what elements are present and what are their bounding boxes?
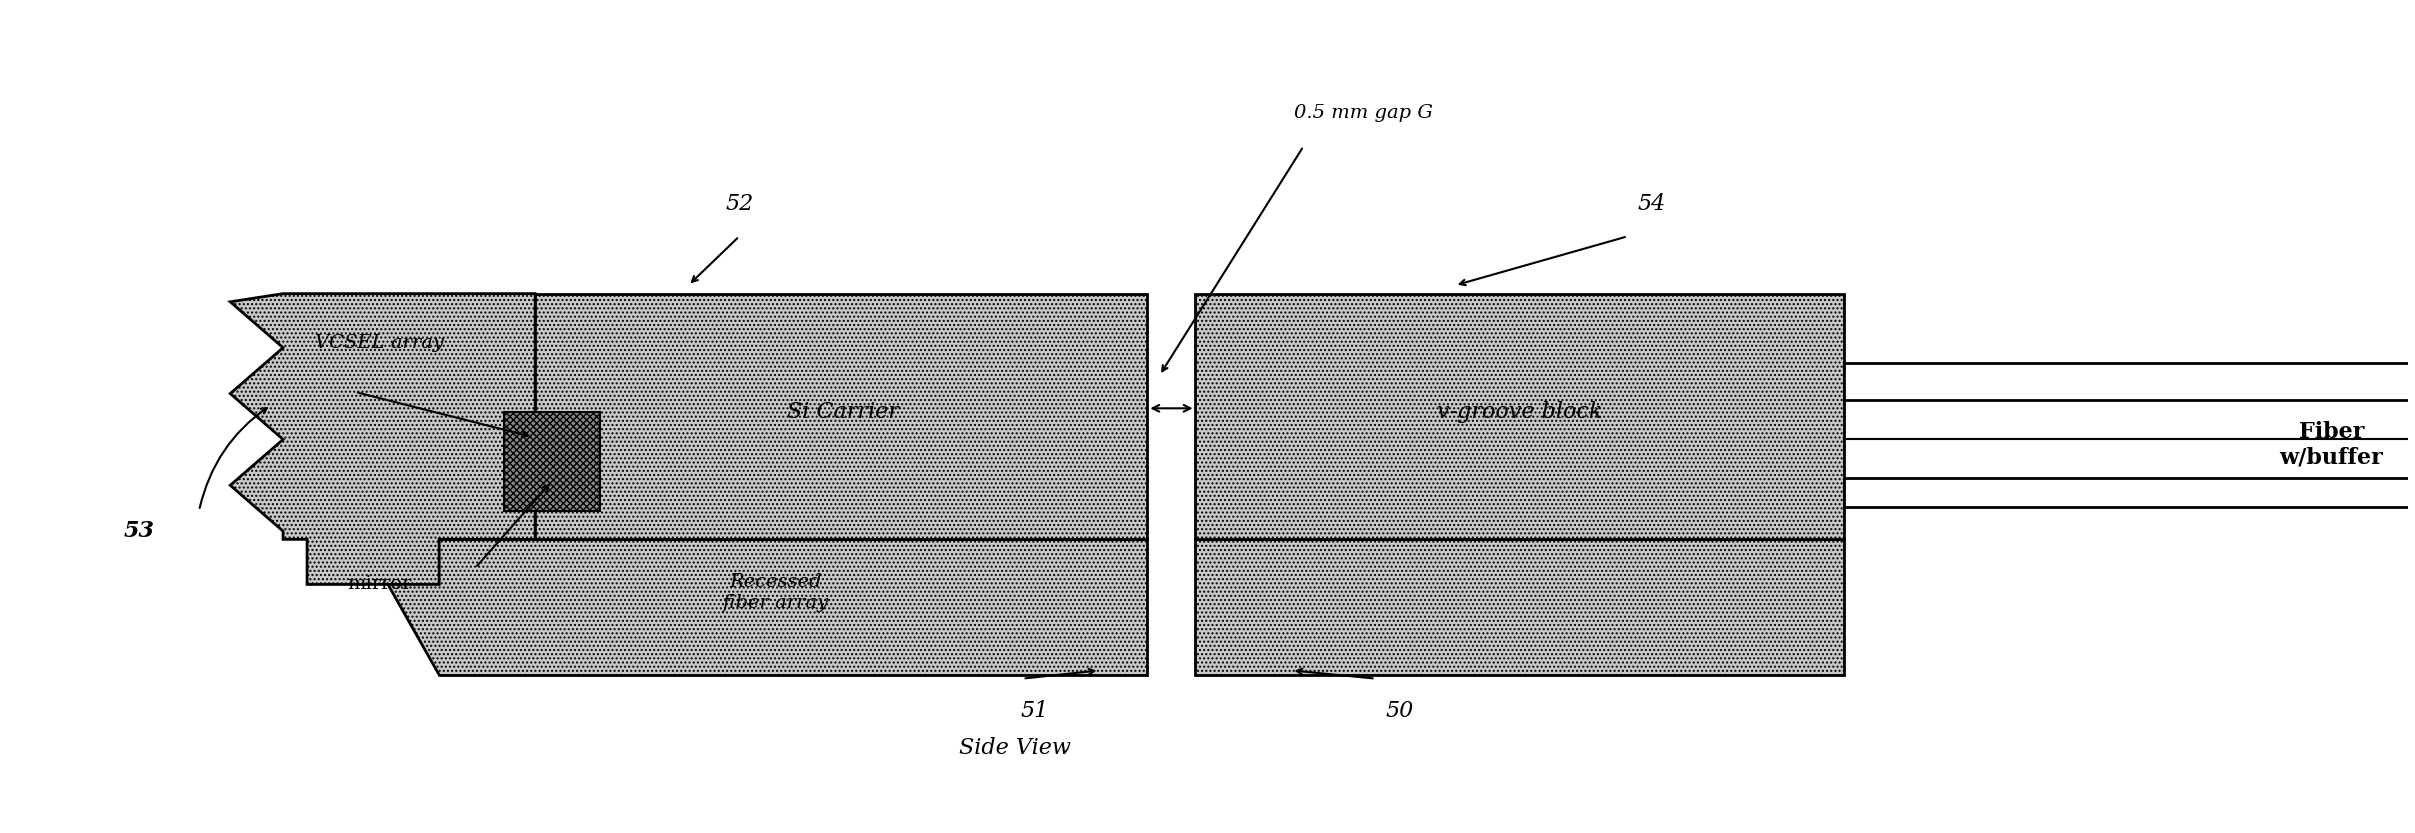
Text: Fiber
w/buffer: Fiber w/buffer xyxy=(2280,421,2384,469)
Bar xyxy=(505,412,599,511)
Text: Si Carrier: Si Carrier xyxy=(787,402,898,423)
Bar xyxy=(1195,539,1843,675)
Bar xyxy=(1195,294,1843,539)
Text: Recessed
fiber array: Recessed fiber array xyxy=(722,573,828,612)
Bar xyxy=(1843,363,2415,400)
Text: 51: 51 xyxy=(1022,701,1048,722)
Text: 50: 50 xyxy=(1386,701,1413,722)
Text: mirror: mirror xyxy=(348,576,411,593)
Text: Side View: Side View xyxy=(959,737,1072,759)
Text: 53: 53 xyxy=(123,520,155,542)
Text: 0.5 mm gap G: 0.5 mm gap G xyxy=(1294,104,1432,122)
Bar xyxy=(536,294,1147,539)
Text: v-groove block: v-groove block xyxy=(1437,402,1601,423)
Bar xyxy=(1843,478,2415,506)
Text: 52: 52 xyxy=(724,192,753,215)
Polygon shape xyxy=(362,539,1147,675)
Text: VCSEL array: VCSEL array xyxy=(314,334,444,352)
Polygon shape xyxy=(229,294,536,585)
Text: 54: 54 xyxy=(1637,192,1666,215)
